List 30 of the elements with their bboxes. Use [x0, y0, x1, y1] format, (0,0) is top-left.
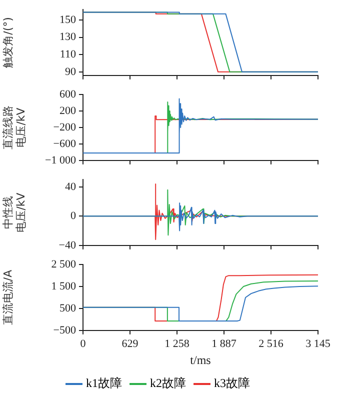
x-axis-title: t/ms — [190, 352, 212, 367]
x-tick-label: 0 — [80, 338, 86, 350]
y-axis-title: 中性线电压/kV — [1, 192, 28, 232]
y-tick-label: 40 — [65, 180, 76, 193]
y-tick-label: 150 — [60, 14, 76, 26]
y-tick-label: 90 — [65, 66, 76, 78]
y-tick-label: 600 — [60, 88, 76, 100]
y-axis-title: 触发角/(°) — [1, 17, 14, 68]
y-tick-label: −1 000 — [45, 154, 76, 166]
legend-label: k3故障 — [214, 376, 250, 390]
y-tick-label: −600 — [53, 138, 76, 150]
y-tick-label: −500 — [53, 324, 76, 336]
y-tick-label: 1 500 — [51, 280, 76, 292]
legend-label: k2故障 — [150, 376, 186, 390]
y-tick-label: −40 — [58, 239, 76, 252]
y-tick-label: 110 — [60, 48, 76, 61]
y-tick-label: 130 — [60, 31, 76, 44]
x-tick-label: 3 145 — [306, 338, 331, 350]
y-tick-label: 2 500 — [51, 258, 76, 270]
x-tick-label: 629 — [122, 338, 139, 350]
x-tick-label: 1 258 — [164, 338, 190, 350]
y-tick-label: 0 — [70, 210, 76, 222]
y-axis-title: 直流电流/A — [1, 269, 14, 326]
y-tick-label: 200 — [60, 104, 76, 117]
x-tick-label: 1 887 — [212, 338, 237, 350]
y-tick-label: −200 — [53, 121, 76, 134]
y-axis-title: 直流线路电压/kV — [1, 106, 28, 150]
x-tick-label: 2 516 — [258, 338, 284, 350]
legend-label: k1故障 — [86, 376, 122, 390]
y-tick-label: 500 — [60, 302, 76, 314]
